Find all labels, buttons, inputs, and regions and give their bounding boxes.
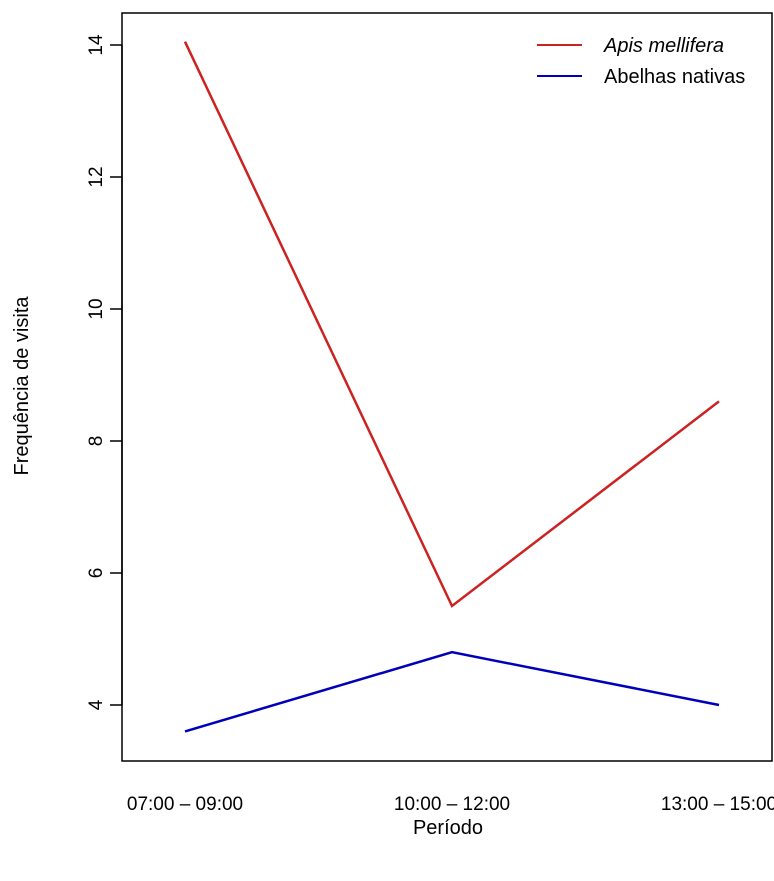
y-tick-label: 10 [86,298,107,319]
y-tick-label: 6 [86,568,107,579]
legend-label-apis-mellifera: Apis mellifera [603,35,724,57]
legend-label-abelhas-nativas: Abelhas nativas [604,66,745,88]
y-tick-label: 12 [86,166,107,187]
x-tick-label: 07:00 – 09:00 [127,794,243,815]
y-axis: 4 6 8 10 12 14 [86,34,123,710]
y-tick-label: 8 [86,436,107,447]
y-axis-title: Frequência de visita [11,296,33,476]
y-tick-label: 14 [86,34,107,56]
legend: Apis mellifera Abelhas nativas [537,35,745,88]
x-tick-label: 13:00 – 15:00 [661,794,774,815]
x-axis-title: Período [413,817,483,839]
series-line-abelhas-nativas [184,650,720,733]
series-layer [183,41,720,733]
series-line-apis-mellifera [183,41,720,608]
x-tick-label: 10:00 – 12:00 [394,794,510,815]
y-tick-label: 4 [86,699,107,710]
x-axis: 07:00 – 09:00 10:00 – 12:00 13:00 – 15:00 [127,794,774,815]
plot-frame [121,12,773,762]
